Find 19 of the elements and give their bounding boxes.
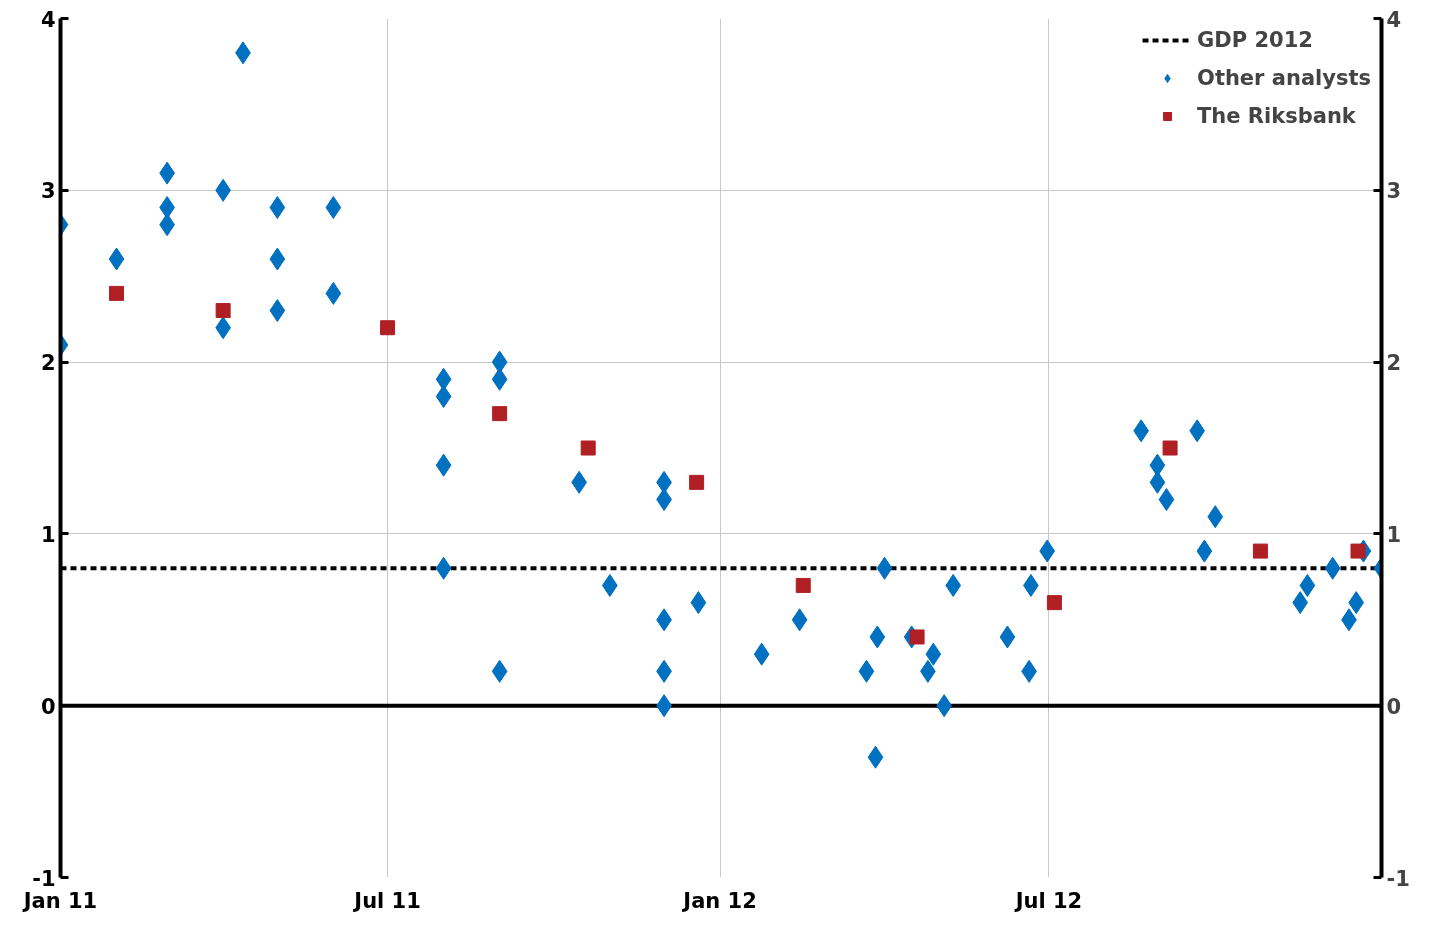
y-tick-label: -1 (32, 866, 56, 891)
y2-tick-label: 3 (1386, 179, 1402, 204)
y-tick-label: 0 (40, 694, 56, 719)
y2-tick-label: -1 (1386, 866, 1410, 891)
y2-tick-label: 0 (1386, 694, 1402, 719)
y-tick-label: 3 (40, 179, 56, 204)
y2-tick-label: 1 (1386, 522, 1402, 547)
y2-tick-label: 2 (1386, 351, 1402, 376)
legend-label: The Riksbank (1197, 104, 1356, 128)
x-tick-label: Jan 12 (681, 888, 757, 913)
x-tick-label: Jul 11 (352, 888, 421, 913)
legend-label: Other analysts (1197, 66, 1371, 90)
legend-label: GDP 2012 (1197, 28, 1313, 52)
y-tick-label: 1 (40, 522, 56, 547)
y-tick-label: 2 (40, 351, 56, 376)
y2-tick-label: 4 (1386, 7, 1402, 32)
x-tick-label: Jan 11 (21, 888, 98, 913)
y-tick-label: 4 (40, 7, 56, 32)
x-tick-label: Jul 12 (1013, 888, 1083, 913)
